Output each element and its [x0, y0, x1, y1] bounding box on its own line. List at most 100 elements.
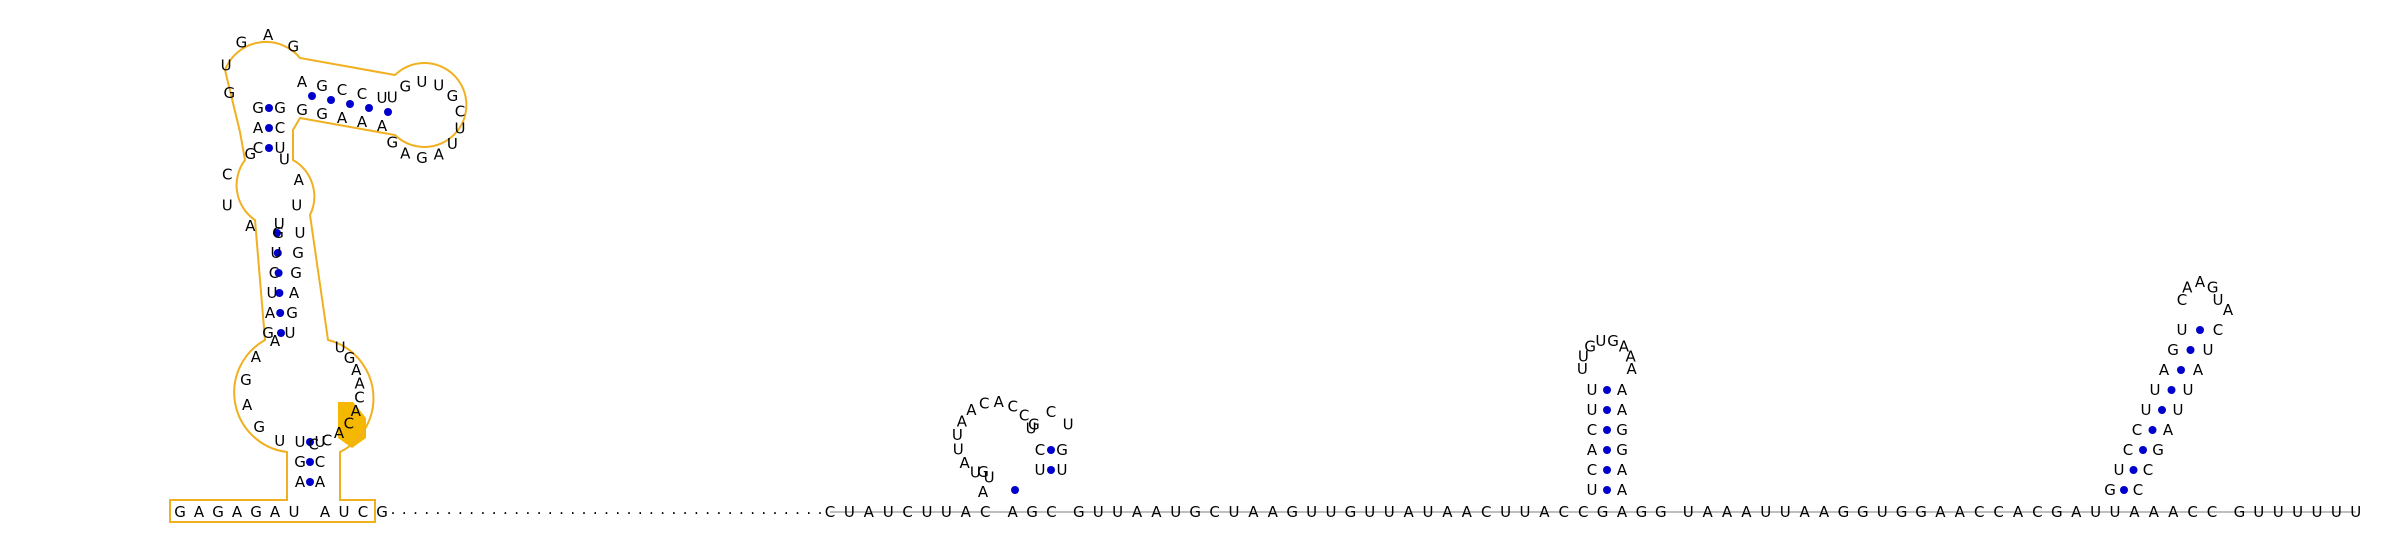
- nucleotide-a-265: A: [2195, 273, 2206, 291]
- nucleotide-.-98: .: [525, 500, 530, 518]
- nucleotide-g-75: G: [399, 77, 411, 95]
- nucleotide-.-119: .: [761, 500, 766, 518]
- nucleotide-g-33: G: [272, 224, 284, 242]
- nucleotide-.-101: .: [559, 500, 564, 518]
- nucleotide-u-205: U: [984, 469, 995, 487]
- structure-outline: [169, 40, 468, 523]
- nucleotide-.-107: .: [627, 500, 632, 518]
- nucleotide-.-86: .: [391, 500, 396, 518]
- nucleotide-a-5: A: [270, 503, 281, 521]
- nucleotide-a-30: A: [351, 361, 362, 379]
- nucleotide-a-210: A: [957, 412, 968, 430]
- nucleotide-a-73: A: [377, 117, 388, 135]
- nucleotide-c-186: C: [2032, 503, 2042, 521]
- nucleotide-u-236: U: [1577, 360, 1588, 378]
- base-pair-dot-0: [306, 478, 314, 486]
- nucleotide-a-7: A: [295, 473, 306, 491]
- base-pair-dot-33: [2186, 346, 2195, 354]
- base-pair-dot-11: [265, 104, 273, 112]
- nucleotide-c-133: C: [980, 503, 990, 521]
- nucleotide-a-211: A: [966, 401, 977, 419]
- base-pair-dot-34: [2196, 326, 2204, 334]
- base-pair-dot-24: [1603, 406, 1611, 414]
- nucleotide-a-127: A: [864, 503, 875, 521]
- nucleotide-g-221: G: [1028, 415, 1040, 433]
- nucleotide-u-39: U: [285, 324, 296, 342]
- nucleotide-u-229: U: [1587, 381, 1598, 399]
- nucleotide-u-252: U: [2177, 321, 2188, 339]
- base-pair-dot-13: [327, 96, 335, 104]
- base-pairs: [265, 92, 2204, 494]
- nucleotide-a-191: A: [2129, 503, 2140, 521]
- nucleotide-.-108: .: [638, 500, 643, 518]
- nucleotide-a-54: A: [253, 119, 264, 137]
- nucleotide-g-167: G: [1655, 503, 1667, 521]
- nucleotide-u-160: U: [1520, 503, 1531, 521]
- base-pair-dot-19: [1011, 486, 1019, 494]
- nucleotide-u-219: U: [1057, 461, 1068, 479]
- nucleotide-g-196: G: [2234, 503, 2246, 521]
- nucleotide-u-155: U: [1423, 503, 1434, 521]
- nucleotide-g-266: G: [2207, 278, 2219, 296]
- nucleotide-a-140: A: [1132, 503, 1143, 521]
- nucleotide-c-263: C: [2177, 291, 2187, 309]
- nucleotide-g-177: G: [1857, 503, 1869, 521]
- nucleotide-g-69: G: [296, 101, 308, 119]
- nucleotide-.-117: .: [739, 500, 744, 518]
- nucleotide-u-200: U: [2312, 503, 2323, 521]
- nucleotide-g-137: G: [1073, 503, 1085, 521]
- nucleotide-a-45: A: [245, 217, 256, 235]
- base-pair-dot-14: [346, 100, 354, 108]
- nucleotide-a-37: A: [265, 304, 276, 322]
- nucleotide-g-251: G: [2167, 341, 2179, 359]
- nucleotide-g-148: G: [1286, 503, 1298, 521]
- nucleotide-u-208: U: [953, 441, 964, 459]
- nucleotide-g-151: G: [1345, 503, 1357, 521]
- nucleotide-.-99: .: [537, 500, 542, 518]
- nucleotide-.-97: .: [514, 500, 519, 518]
- nucleotide-c-195: C: [2207, 503, 2217, 521]
- nucleotide-a-175: A: [1819, 503, 1830, 521]
- nucleotide-a-161: A: [1539, 503, 1550, 521]
- base-pair-dot-6: [274, 269, 283, 277]
- base-pair-dot-23: [1603, 426, 1611, 434]
- nucleotide-u-36: U: [267, 284, 278, 302]
- nucleotide-a-250: A: [2159, 361, 2170, 379]
- nucleotide-g-70: G: [316, 105, 328, 123]
- nucleotide-g-204: G: [977, 463, 989, 481]
- nucleotide-a-264: A: [2182, 278, 2193, 296]
- base-pair-dot-32: [2177, 366, 2185, 374]
- nucleotide-u-77: U: [433, 76, 444, 94]
- nucleotide-c-129: C: [902, 503, 912, 521]
- nucleotide-a-132: A: [961, 503, 972, 521]
- nucleotide-u-32: U: [335, 339, 346, 357]
- nucleotide-c-261: C: [2213, 321, 2223, 339]
- nucleotide-c-11: C: [315, 453, 325, 471]
- nucleotide-c-47: C: [222, 166, 232, 184]
- nucleotide-.-112: .: [683, 500, 688, 518]
- nucleotide-u-257: U: [2173, 401, 2184, 419]
- nucleotide-a-64: A: [297, 73, 308, 91]
- nucleotide-a-3: A: [232, 503, 243, 521]
- nucleotide-g-78: G: [447, 87, 459, 105]
- nucleotide-c-227: C: [1587, 421, 1597, 439]
- nucleotide-u-173: U: [1780, 503, 1791, 521]
- nucleotide-.-116: .: [728, 500, 733, 518]
- nucleotide-.-114: .: [705, 500, 710, 518]
- nucleotide-.-124: .: [818, 500, 823, 518]
- nucleotide-c-254: C: [2143, 461, 2153, 479]
- nucleotide-u-14: U: [339, 503, 350, 521]
- nucleotide-u-260: U: [2203, 341, 2214, 359]
- nucleotide-.-89: .: [424, 500, 429, 518]
- base-pair-dot-5: [275, 289, 284, 297]
- nucleotide-a-231: A: [1617, 461, 1628, 479]
- nucleotide-u-249: U: [2150, 381, 2161, 399]
- nucleotide-a-21: A: [251, 348, 262, 366]
- nucleotide-a-154: A: [1403, 503, 1414, 521]
- nucleotide-g-20: G: [240, 371, 252, 389]
- nucleotide-g-85: G: [386, 133, 398, 151]
- nucleotide-.-113: .: [694, 500, 699, 518]
- base-pair-dot-15: [365, 104, 373, 112]
- nucleotide-g-255: G: [2152, 441, 2164, 459]
- nucleotide-g-83: G: [416, 149, 428, 167]
